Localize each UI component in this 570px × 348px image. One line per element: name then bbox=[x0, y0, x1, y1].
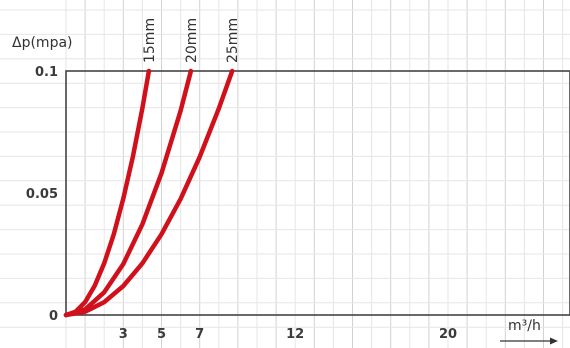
series-labels: 15mm 20mm 25mm bbox=[142, 18, 241, 63]
plot-frame bbox=[65, 70, 570, 316]
x-tick-label: 3 bbox=[119, 327, 128, 342]
y-tick-labels: 0 0.05 0.1 bbox=[26, 65, 58, 324]
y-axis-label: Δp(mpa) bbox=[12, 35, 73, 51]
series-label-20mm: 20mm bbox=[184, 18, 200, 63]
x-tick-label: 20 bbox=[439, 327, 457, 342]
series-label-25mm: 25mm bbox=[225, 18, 241, 63]
y-tick-label: 0 bbox=[49, 309, 58, 324]
series-label-15mm: 15mm bbox=[142, 18, 158, 63]
x-tick-label: 5 bbox=[157, 327, 166, 342]
series-curve-20mm bbox=[63, 68, 194, 318]
series-curves bbox=[63, 68, 235, 318]
y-tick-label: 0.05 bbox=[26, 187, 58, 202]
y-tick-label: 0.1 bbox=[35, 65, 58, 80]
x-axis-unit: m³/h bbox=[508, 318, 541, 334]
series-curve-15mm bbox=[63, 68, 152, 318]
x-tick-labels: 3 5 7 12 20 bbox=[119, 327, 457, 342]
series-curve-25mm bbox=[63, 68, 235, 318]
x-axis-arrow-head bbox=[550, 337, 558, 345]
x-tick-label: 7 bbox=[195, 327, 204, 342]
x-tick-label: 12 bbox=[286, 327, 304, 342]
